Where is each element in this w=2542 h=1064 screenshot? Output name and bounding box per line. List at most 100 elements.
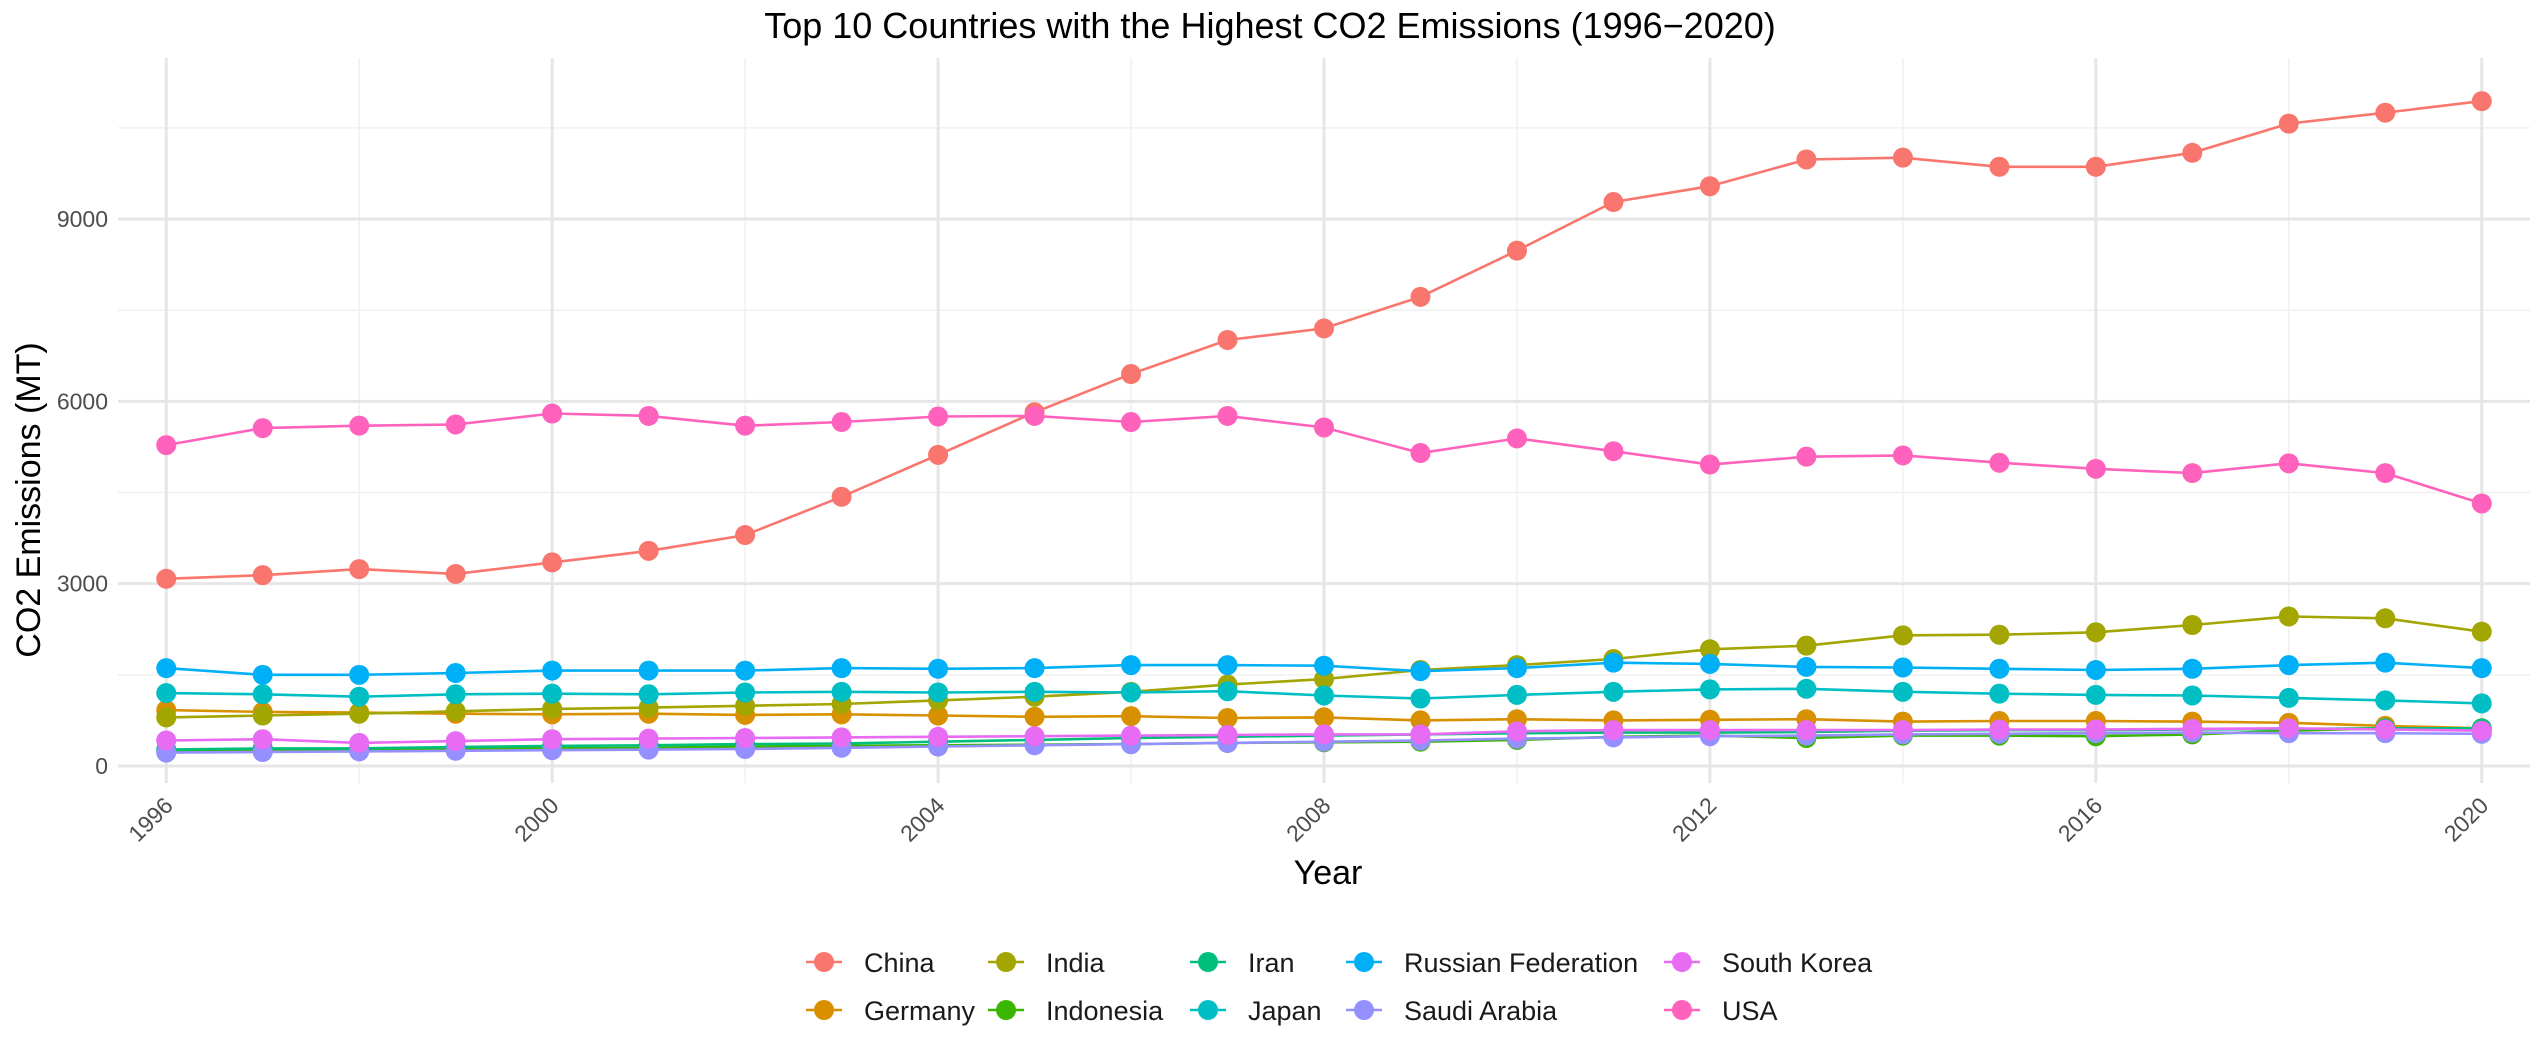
data-point bbox=[928, 406, 949, 427]
y-tick-label: 9000 bbox=[57, 206, 108, 232]
data-point bbox=[928, 726, 949, 747]
legend-item: India bbox=[988, 948, 1106, 978]
x-axis-title: Year bbox=[1294, 854, 1363, 892]
data-point bbox=[252, 705, 273, 726]
legend-item: USA bbox=[1664, 996, 1778, 1026]
data-point bbox=[735, 660, 756, 681]
legend-item: Saudi Arabia bbox=[1346, 996, 1558, 1026]
data-point bbox=[2278, 606, 2299, 627]
data-point bbox=[1121, 412, 1142, 433]
data-point bbox=[2085, 622, 2106, 643]
data-point bbox=[831, 727, 852, 748]
data-point bbox=[349, 559, 370, 580]
x-tick-label: 1996 bbox=[123, 792, 178, 847]
data-point bbox=[252, 664, 273, 685]
legend-item: Japan bbox=[1190, 996, 1322, 1026]
data-point bbox=[1506, 428, 1527, 449]
y-tick-label: 3000 bbox=[57, 571, 108, 597]
data-point bbox=[156, 658, 177, 679]
data-point bbox=[1314, 724, 1334, 745]
data-point bbox=[1989, 683, 2010, 704]
x-tick-label: 2012 bbox=[1667, 792, 1722, 847]
data-point bbox=[735, 682, 756, 703]
series-south-korea bbox=[156, 718, 2492, 753]
data-point bbox=[542, 698, 563, 719]
data-point bbox=[2375, 102, 2396, 123]
data-point bbox=[2375, 690, 2396, 711]
data-point bbox=[1796, 149, 1817, 170]
data-point bbox=[2278, 113, 2299, 134]
data-point bbox=[1024, 726, 1045, 747]
data-point bbox=[156, 568, 177, 589]
data-point bbox=[2085, 156, 2106, 177]
data-point bbox=[1796, 656, 1817, 677]
data-point bbox=[1699, 720, 1720, 741]
data-point bbox=[638, 405, 659, 426]
legend-item: Russian Federation bbox=[1346, 948, 1638, 978]
data-point bbox=[1121, 682, 1142, 703]
data-point bbox=[1506, 658, 1527, 679]
data-point bbox=[2278, 453, 2299, 474]
data-point bbox=[1314, 655, 1334, 676]
data-point bbox=[2182, 718, 2203, 739]
data-point bbox=[2375, 608, 2396, 629]
x-tick-label: 2008 bbox=[1281, 792, 1336, 847]
data-point bbox=[1121, 706, 1142, 727]
data-point bbox=[1314, 417, 1334, 438]
data-point bbox=[349, 415, 370, 436]
data-point bbox=[156, 435, 177, 456]
data-point bbox=[1506, 721, 1527, 742]
series-layer bbox=[156, 91, 2492, 763]
data-point bbox=[349, 664, 370, 685]
data-point bbox=[1699, 176, 1720, 197]
data-point bbox=[2085, 458, 2106, 479]
data-point bbox=[1892, 625, 1913, 646]
data-point bbox=[1024, 706, 1045, 727]
data-point bbox=[445, 731, 466, 752]
data-point bbox=[2375, 652, 2396, 673]
data-point bbox=[928, 444, 949, 465]
data-point bbox=[1024, 405, 1045, 426]
legend-label: China bbox=[864, 948, 936, 978]
data-point bbox=[1892, 657, 1913, 678]
legend-label: Germany bbox=[864, 996, 976, 1026]
data-point bbox=[831, 486, 852, 507]
data-point bbox=[1989, 624, 2010, 645]
data-point bbox=[2182, 658, 2203, 679]
data-point bbox=[2471, 621, 2492, 642]
data-point bbox=[1796, 635, 1817, 656]
data-point bbox=[1410, 443, 1431, 464]
data-point bbox=[1892, 681, 1913, 702]
data-point bbox=[831, 412, 852, 433]
data-point bbox=[1989, 452, 2010, 473]
data-point bbox=[252, 565, 273, 586]
data-point bbox=[928, 682, 949, 703]
data-point bbox=[445, 563, 466, 584]
data-point bbox=[1121, 364, 1142, 385]
data-point bbox=[1410, 724, 1431, 745]
data-point bbox=[2278, 718, 2299, 739]
data-point bbox=[349, 732, 370, 753]
legend-key-point bbox=[996, 1000, 1016, 1020]
data-point bbox=[638, 660, 659, 681]
legend-label: Russian Federation bbox=[1404, 948, 1638, 978]
data-point bbox=[1699, 639, 1720, 660]
data-point bbox=[1603, 441, 1624, 462]
data-point bbox=[1121, 725, 1142, 746]
legend-label: Iran bbox=[1248, 948, 1295, 978]
data-point bbox=[1410, 688, 1431, 709]
data-point bbox=[735, 415, 756, 436]
data-point bbox=[2471, 658, 2492, 679]
data-point bbox=[542, 683, 563, 704]
data-point bbox=[1603, 681, 1624, 702]
x-tick-label: 2000 bbox=[509, 792, 564, 847]
data-point bbox=[2278, 687, 2299, 708]
legend-key-point bbox=[1354, 952, 1374, 972]
data-point bbox=[1796, 720, 1817, 741]
legend: China Germany India Indonesia Iran Japan Russi… bbox=[806, 948, 1873, 1026]
legend-key-point bbox=[1198, 952, 1218, 972]
data-point bbox=[638, 684, 659, 705]
data-point bbox=[1314, 318, 1334, 339]
y-tick-label: 0 bbox=[95, 753, 108, 779]
